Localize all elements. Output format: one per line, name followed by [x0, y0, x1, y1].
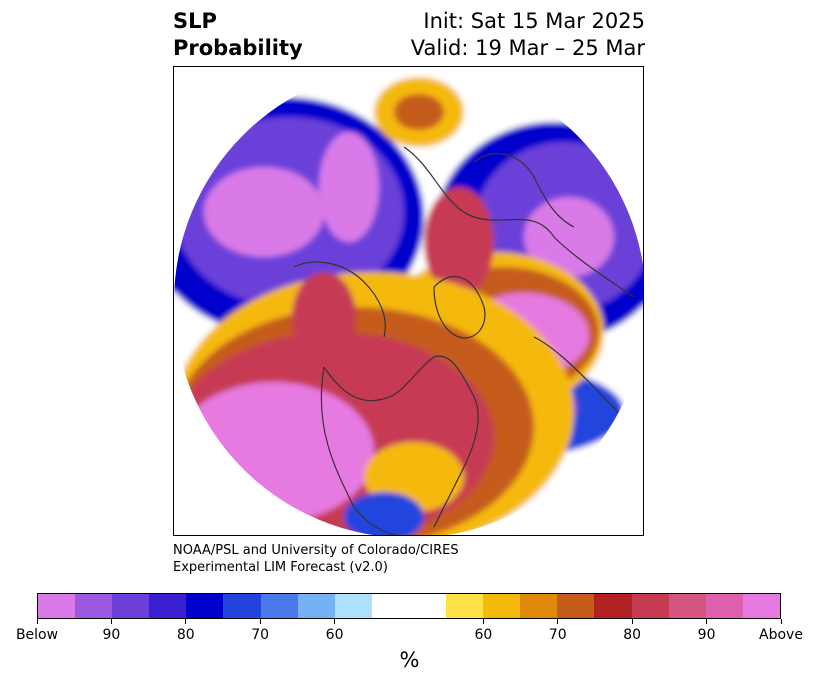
colorbar-tick: [780, 619, 782, 624]
colorbar-tick: [185, 619, 187, 624]
probability-map: [174, 67, 643, 535]
colorbar-swatch: [186, 594, 224, 618]
colorbar-swatch: [371, 594, 409, 618]
alaska-low-core: [319, 132, 379, 242]
colorbar-swatch: [223, 594, 261, 618]
colorbar-tick-label: 80: [176, 627, 195, 643]
siberia-high-core: [394, 94, 444, 130]
eurasia-low-core: [524, 197, 614, 277]
colorbar-swatch: [594, 594, 632, 618]
colorbar-swatch: [38, 594, 76, 618]
title-product: Probability: [173, 36, 303, 60]
hawaii-low: [344, 492, 424, 535]
colorbar-tick-label: 60: [474, 627, 493, 643]
credit-line-1: NOAA/PSL and University of Colorado/CIRE…: [173, 543, 459, 558]
colorbar-tick-label: Above: [759, 627, 803, 643]
colorbar-tick-label: Below: [15, 627, 59, 643]
colorbar-tick-label: 90: [697, 627, 716, 643]
bering-high: [292, 272, 356, 362]
colorbar-swatch: [742, 594, 780, 618]
colorbar-tick: [259, 619, 261, 624]
colorbar-swatch: [149, 594, 187, 618]
coastlines: [293, 146, 643, 535]
colorbar-swatch: [557, 594, 595, 618]
title-variable: SLP: [173, 9, 217, 33]
colorbar-tick-label: 80: [623, 627, 642, 643]
map-title: SLP Probability: [173, 8, 303, 62]
colorbar-label: %: [399, 648, 420, 672]
colorbar-tick-label: 90: [102, 627, 121, 643]
valid-dates: Valid: 19 Mar – 25 Mar: [410, 36, 645, 60]
pacific-high-core: [174, 382, 374, 522]
credit-line-2: Experimental LIM Forecast (v2.0): [173, 560, 388, 575]
colorbar-swatch: [520, 594, 558, 618]
colorbar-swatch: [260, 594, 298, 618]
colorbar-tick: [706, 619, 708, 624]
colorbar-tick: [631, 619, 633, 624]
colorbar-tick: [482, 619, 484, 624]
colorbar-tick: [110, 619, 112, 624]
colorbar-tick-label: 70: [251, 627, 270, 643]
pacific-low-core: [204, 167, 324, 257]
colorbar-tick: [557, 619, 559, 624]
colorbar: [37, 593, 781, 619]
init-date: Init: Sat 15 Mar 2025: [423, 9, 645, 33]
colorbar-swatch: [408, 594, 447, 618]
colorbar-tick: [36, 619, 38, 624]
colorbar-swatch: [668, 594, 706, 618]
colorbar-tick: [334, 619, 336, 624]
credit-text: NOAA/PSL and University of Colorado/CIRE…: [173, 542, 459, 576]
colorbar-swatch: [297, 594, 335, 618]
colorbar-swatch: [334, 594, 372, 618]
arctic-high: [424, 187, 494, 297]
colorbar-swatch: [112, 594, 150, 618]
colorbar-swatch: [631, 594, 669, 618]
colorbar-swatch: [446, 594, 484, 618]
colorbar-tick-label: 60: [325, 627, 344, 643]
polar-map: [173, 66, 644, 536]
colorbar-ticks: Below 90 80 70 60 60 70 80 90 Above: [16, 619, 803, 649]
colorbar-swatch: [705, 594, 743, 618]
colorbar-tick-label: 70: [548, 627, 567, 643]
colorbar-swatch: [75, 594, 113, 618]
forecast-dates: Init: Sat 15 Mar 2025 Valid: 19 Mar – 25…: [411, 8, 645, 62]
colorbar-swatch: [483, 594, 521, 618]
